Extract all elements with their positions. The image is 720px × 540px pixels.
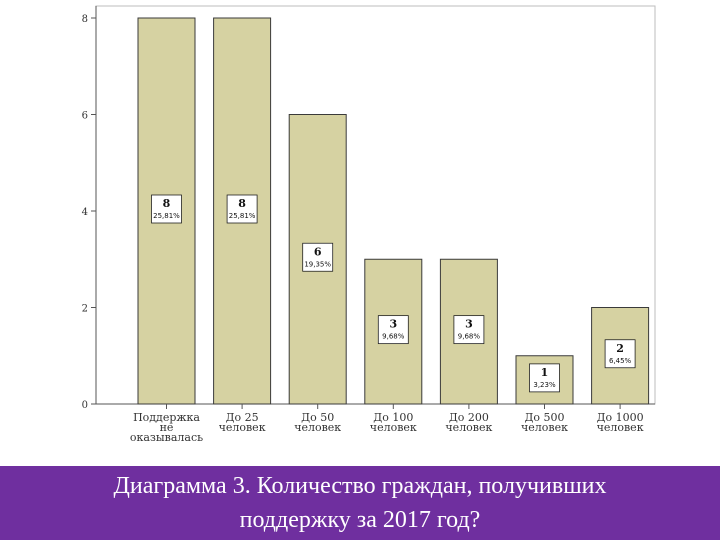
bar-chart: 0 2 4 6 8 8 25,81% Поддержка не оказывалась 8 25,81… [82, 5, 656, 444]
x-tick-label-line: До 50 [301, 411, 334, 424]
data-label-percent: 19,35% [304, 260, 331, 268]
data-label-value: 3 [389, 318, 397, 331]
data-label-box [604, 339, 636, 369]
y-tick-label: 6 [82, 111, 88, 122]
caption-line-1: Диаграмма 3. Количество граждан, получив… [113, 473, 607, 499]
data-label-value: 6 [314, 245, 322, 258]
x-tick-label: До 500 человек [521, 411, 568, 434]
x-tick-label: До 100 человек [370, 411, 417, 434]
x-tick-label: До 200 человек [445, 411, 492, 434]
data-label-box [377, 315, 409, 345]
x-tick-label-line: До 100 [373, 411, 413, 424]
x-tick-label-line: До 25 [226, 411, 259, 424]
x-tick-label-line: не [160, 421, 174, 434]
x-tick-label-line: человек [521, 421, 568, 434]
y-tick-label: 4 [82, 207, 88, 218]
x-tick-label-line: человек [294, 421, 341, 434]
data-label-value: 1 [541, 366, 549, 379]
x-tick-label-line: оказывалась [130, 431, 203, 444]
x-tick-label-line: Поддержка [133, 411, 200, 424]
x-tick-label: До 1000 человек [597, 411, 644, 434]
x-tick-label-line: человек [445, 421, 492, 434]
data-label-box [302, 242, 334, 272]
data-label-box [151, 194, 182, 224]
x-tick-label: До 50 человек [294, 411, 341, 434]
data-label-percent: 25,81% [229, 212, 256, 220]
data-label-value: 8 [238, 197, 246, 210]
data-label-percent: 9,68% [382, 333, 405, 341]
x-tick-label: До 25 человек [219, 411, 266, 434]
data-label-percent: 3,23% [533, 381, 556, 389]
data-label-box [453, 315, 485, 345]
data-label-value: 2 [616, 342, 624, 355]
x-tick-label-line: До 1000 [597, 411, 644, 424]
x-tick-label: Поддержка не оказывалась [130, 411, 203, 444]
x-tick-label-line: человек [597, 421, 644, 434]
data-label-value: 3 [465, 318, 473, 331]
caption-band: Диаграмма 3. Количество граждан, получив… [0, 466, 720, 540]
y-tick-label: 0 [82, 400, 88, 411]
x-tick-label-line: До 500 [524, 411, 564, 424]
bar [288, 114, 347, 405]
data-label-percent: 6,45% [609, 357, 632, 365]
data-label-value: 8 [163, 197, 171, 210]
x-tick-label-line: человек [219, 421, 266, 434]
y-tick-label: 8 [82, 14, 88, 25]
data-label-box [226, 194, 258, 224]
x-tick-label-line: человек [370, 421, 417, 434]
data-label-percent: 9,68% [458, 333, 481, 341]
chart-caption: Диаграмма 3. Количество граждан, получив… [30, 469, 690, 537]
x-tick-label-line: До 200 [449, 411, 489, 424]
data-label-box [529, 363, 560, 393]
caption-line-2: поддержку за 2017 год? [239, 507, 481, 533]
data-label-percent: 25,81% [153, 212, 180, 220]
y-tick-label: 2 [82, 304, 88, 315]
